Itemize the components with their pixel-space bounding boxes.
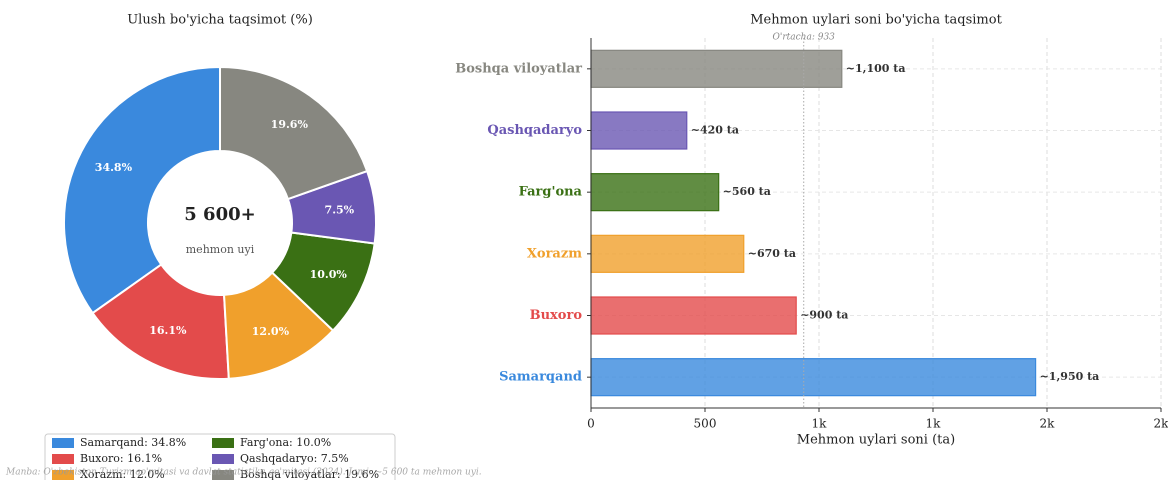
y-tick-label: Boshqa viloyatlar bbox=[455, 61, 582, 76]
value-label: ~1,950 ta bbox=[1040, 370, 1100, 383]
y-tick-label: Xorazm bbox=[527, 246, 582, 261]
value-label: ~420 ta bbox=[691, 124, 739, 137]
y-tick-label: Qashqadaryo bbox=[487, 123, 582, 138]
donut-slice bbox=[91, 263, 230, 380]
footer: Manba: O'zbekiston Turizm qo'mitasi va d… bbox=[5, 467, 482, 478]
legend-label: Xorazm: 12.0% bbox=[80, 468, 165, 480]
chart-title: Ulush bo'yicha taqsimot (%) bbox=[127, 13, 313, 28]
x-tick-label: 500 bbox=[694, 417, 717, 431]
bar bbox=[590, 296, 797, 335]
legend-label: Samarqand: 34.8% bbox=[80, 436, 186, 449]
x-tick-label: 1k bbox=[812, 417, 828, 431]
legend-label: Qashqadaryo: 7.5% bbox=[240, 452, 349, 465]
legend-swatch bbox=[52, 438, 74, 448]
bar bbox=[590, 111, 688, 150]
legend-label: Buxoro: 16.1% bbox=[80, 452, 162, 465]
mean-label: O'rtacha: 933 bbox=[773, 33, 836, 43]
legend-label: Boshqa viloyatlar: 19.6% bbox=[240, 468, 379, 480]
legend-swatch bbox=[212, 438, 234, 448]
x-tick-label: 2k bbox=[1040, 417, 1056, 431]
y-tick-label: Buxoro bbox=[530, 308, 583, 323]
bar bbox=[590, 173, 720, 212]
x-axis-label: Mehmon uylari soni (ta) bbox=[797, 433, 955, 448]
donut-slice bbox=[219, 65, 369, 201]
legend-swatch bbox=[52, 470, 74, 480]
bar bbox=[590, 358, 1037, 397]
value-label: ~900 ta bbox=[800, 309, 848, 322]
legend-label: Farg'ona: 10.0% bbox=[240, 436, 331, 449]
slice-label: 10.0% bbox=[310, 268, 348, 281]
center-text: 5 600+ bbox=[184, 204, 255, 225]
donut-slice bbox=[63, 65, 221, 315]
slice-label: 16.1% bbox=[149, 324, 187, 337]
y-tick-label: Farg'ona bbox=[519, 185, 583, 200]
chart-title: Mehmon uylari soni bo'yicha taqsimot bbox=[750, 13, 1002, 28]
slice-label: 19.6% bbox=[271, 118, 309, 131]
legend-swatch bbox=[212, 454, 234, 464]
slice-label: 34.8% bbox=[95, 161, 133, 174]
value-label: ~560 ta bbox=[723, 185, 771, 198]
legend-swatch bbox=[52, 454, 74, 464]
value-label: ~1,100 ta bbox=[846, 62, 906, 75]
value-label: ~670 ta bbox=[748, 247, 796, 260]
y-tick-label: Samarqand bbox=[499, 370, 582, 385]
x-tick-label: 2k bbox=[1154, 417, 1168, 431]
x-tick-label: 0 bbox=[587, 417, 595, 431]
bar bbox=[590, 49, 843, 88]
x-tick-label: 1k bbox=[926, 417, 942, 431]
slice-label: 7.5% bbox=[325, 204, 355, 217]
center-subtext: mehmon uyi bbox=[186, 243, 255, 256]
slice-label: 12.0% bbox=[252, 325, 290, 338]
bar bbox=[590, 234, 745, 273]
legend-swatch bbox=[212, 470, 234, 480]
